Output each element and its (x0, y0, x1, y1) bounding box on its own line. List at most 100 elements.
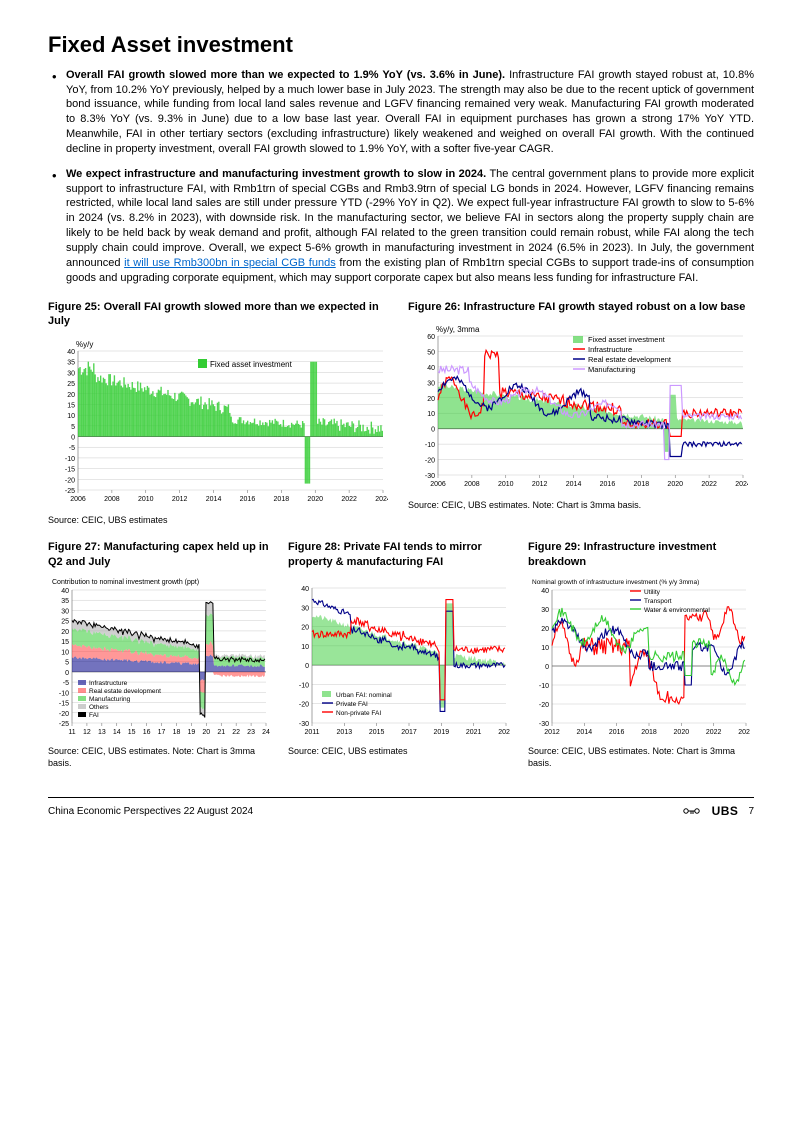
svg-text:10: 10 (301, 644, 309, 651)
svg-text:10: 10 (427, 412, 435, 419)
svg-text:-5: -5 (69, 445, 75, 452)
svg-text:2010: 2010 (138, 496, 154, 503)
svg-text:22: 22 (232, 729, 240, 736)
svg-text:Water & environmental: Water & environmental (644, 607, 710, 614)
svg-text:10: 10 (61, 649, 69, 656)
svg-text:-10: -10 (299, 682, 309, 689)
footer-left: China Economic Perspectives 22 August 20… (48, 805, 253, 819)
svg-text:12: 12 (83, 729, 91, 736)
svg-text:2019: 2019 (434, 729, 450, 736)
svg-text:Utility: Utility (644, 589, 661, 596)
svg-text:-20: -20 (65, 477, 75, 484)
svg-text:2018: 2018 (641, 729, 657, 736)
svg-text:2020: 2020 (674, 729, 690, 736)
svg-text:2012: 2012 (544, 729, 560, 736)
svg-text:2011: 2011 (304, 729, 319, 736)
svg-text:%y/y: %y/y (76, 340, 93, 349)
svg-text:-30: -30 (299, 721, 309, 728)
svg-text:17: 17 (158, 729, 166, 736)
special-cgb-link[interactable]: it will use Rmb300bn in special CGB fund… (124, 257, 336, 269)
svg-text:Real estate development: Real estate development (89, 688, 161, 695)
svg-text:2008: 2008 (104, 496, 120, 503)
page-heading: Fixed Asset investment (48, 30, 754, 60)
svg-text:30: 30 (61, 608, 69, 615)
svg-text:2012: 2012 (532, 481, 548, 488)
svg-text:19: 19 (187, 729, 195, 736)
svg-text:35: 35 (61, 598, 69, 605)
svg-text:FAI: FAI (89, 712, 99, 719)
svg-text:25: 25 (67, 381, 75, 388)
svg-text:13: 13 (98, 729, 106, 736)
svg-text:40: 40 (301, 586, 309, 593)
svg-text:0: 0 (305, 663, 309, 670)
fig29-source: Source: CEIC, UBS estimates. Note: Chart… (528, 745, 754, 769)
svg-text:20: 20 (541, 626, 549, 633)
bullet-2: We expect infrastructure and manufacturi… (66, 167, 754, 286)
svg-text:2016: 2016 (600, 481, 616, 488)
svg-text:2018: 2018 (634, 481, 650, 488)
svg-text:Transport: Transport (644, 598, 672, 605)
svg-text:60: 60 (427, 334, 435, 341)
svg-text:-10: -10 (65, 456, 75, 463)
svg-text:-5: -5 (63, 680, 69, 687)
svg-text:Contribution to nominal invest: Contribution to nominal investment growt… (52, 579, 199, 586)
fig25-chart: -25-20-15-10-505101520253035402006200820… (48, 333, 394, 508)
svg-text:2014: 2014 (577, 729, 593, 736)
svg-text:2020: 2020 (667, 481, 683, 488)
svg-text:2016: 2016 (609, 729, 625, 736)
fig26-source: Source: CEIC, UBS estimates. Note: Chart… (408, 499, 754, 511)
svg-text:2022: 2022 (341, 496, 357, 503)
svg-text:2008: 2008 (464, 481, 480, 488)
svg-text:2024: 2024 (375, 496, 388, 503)
svg-text:2017: 2017 (401, 729, 417, 736)
svg-text:2018: 2018 (274, 496, 290, 503)
bullet-1: Overall FAI growth slowed more than we e… (66, 68, 754, 157)
svg-text:-20: -20 (425, 458, 435, 465)
svg-text:0: 0 (431, 427, 435, 434)
svg-text:Nominal growth of infrastructu: Nominal growth of infrastructure investm… (532, 579, 699, 586)
svg-text:2024: 2024 (735, 481, 748, 488)
page-footer: China Economic Perspectives 22 August 20… (48, 797, 754, 819)
svg-text:5: 5 (71, 424, 75, 431)
page-number: 7 (748, 805, 754, 819)
svg-text:-30: -30 (539, 721, 549, 728)
fig27-source: Source: CEIC, UBS estimates. Note: Chart… (48, 745, 274, 769)
svg-text:20: 20 (202, 729, 210, 736)
svg-text:50: 50 (427, 350, 435, 357)
svg-text:25: 25 (61, 619, 69, 626)
fig27-title: Figure 27: Manufacturing capex held up i… (48, 540, 274, 570)
bullet-2-lead: We expect infrastructure and manufacturi… (66, 168, 486, 180)
svg-text:15: 15 (61, 639, 69, 646)
svg-text:2006: 2006 (430, 481, 446, 488)
svg-text:2024: 2024 (738, 729, 750, 736)
fig28-title: Figure 28: Private FAI tends to mirror p… (288, 540, 514, 570)
svg-text:Real estate development: Real estate development (588, 355, 672, 364)
svg-text:20: 20 (67, 392, 75, 399)
svg-text:20: 20 (427, 396, 435, 403)
svg-text:2012: 2012 (172, 496, 188, 503)
svg-text:-25: -25 (65, 488, 75, 495)
svg-text:11: 11 (68, 729, 75, 736)
svg-text:30: 30 (301, 605, 309, 612)
svg-text:Infrastructure: Infrastructure (588, 345, 632, 354)
fig28-source: Source: CEIC, UBS estimates (288, 745, 514, 757)
svg-text:23: 23 (247, 729, 255, 736)
bullet-1-body: Infrastructure FAI growth stayed robust … (66, 69, 754, 155)
fig26-chart: -30-20-100102030405060200620082010201220… (408, 318, 754, 493)
svg-text:Fixed asset investment: Fixed asset investment (210, 360, 293, 369)
svg-text:-20: -20 (539, 702, 549, 709)
svg-text:2023: 2023 (498, 729, 510, 736)
fig27-chart: Contribution to nominal investment growt… (48, 574, 274, 739)
svg-text:Urban FAI: nominal: Urban FAI: nominal (336, 692, 392, 699)
svg-text:10: 10 (541, 645, 549, 652)
svg-text:2022: 2022 (706, 729, 722, 736)
svg-text:Manufacturing: Manufacturing (89, 696, 131, 703)
svg-text:Others: Others (89, 704, 109, 711)
svg-text:-15: -15 (65, 467, 75, 474)
svg-text:18: 18 (173, 729, 181, 736)
svg-text:30: 30 (67, 371, 75, 378)
svg-text:2016: 2016 (240, 496, 256, 503)
fig26-title: Figure 26: Infrastructure FAI growth sta… (408, 300, 754, 315)
svg-text:40: 40 (61, 588, 69, 595)
fig29-chart: Nominal growth of infrastructure investm… (528, 574, 754, 739)
